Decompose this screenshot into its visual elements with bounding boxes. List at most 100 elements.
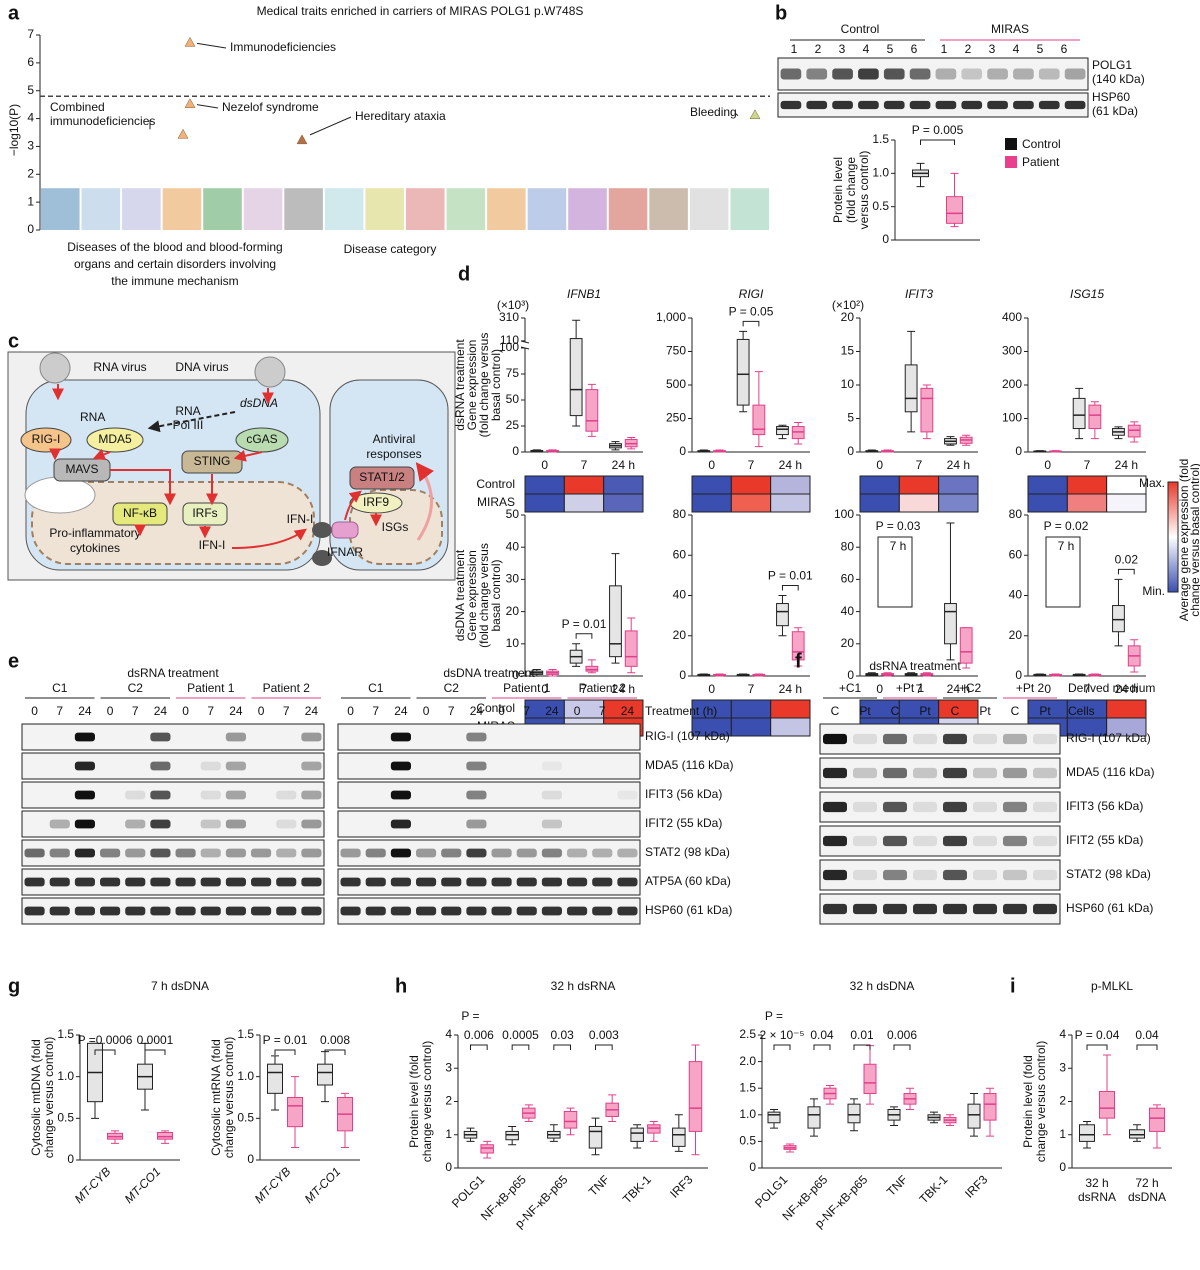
- ifnar: [312, 550, 332, 566]
- p-value: P = 0.05: [729, 305, 774, 319]
- node-label: cGAS: [246, 432, 277, 446]
- band: [251, 877, 272, 887]
- p-bracket: [1086, 1044, 1108, 1050]
- heat-cell: [1106, 699, 1147, 719]
- heat-cell: [603, 475, 644, 495]
- gene-label: IFIT3: [905, 287, 933, 301]
- y-axis-label: (fold change versus: [477, 543, 491, 648]
- arrow: [233, 449, 263, 462]
- band: [943, 801, 967, 813]
- band: [883, 100, 905, 110]
- x-tick-label: IRF3: [962, 1172, 991, 1201]
- band: [541, 761, 562, 771]
- band: [390, 848, 411, 858]
- band: [567, 906, 588, 916]
- band: [592, 848, 613, 858]
- band: [24, 906, 45, 916]
- band: [365, 877, 386, 887]
- heat-cell: [730, 699, 772, 719]
- p-bracket: [94, 1049, 116, 1055]
- band: [806, 100, 828, 110]
- y-tick-label: 50: [506, 392, 520, 406]
- group-label: Control: [841, 22, 880, 36]
- x-tick-label: 24 h: [947, 458, 970, 472]
- y-tick-label: 30: [506, 572, 520, 586]
- band: [567, 848, 588, 858]
- heat-cell: [770, 475, 811, 495]
- heat-cell: [1027, 475, 1068, 495]
- band: [301, 848, 322, 858]
- x-tick-label: 7: [748, 682, 755, 696]
- heat-cell: [938, 493, 979, 513]
- y-tick-label: 250: [666, 411, 686, 425]
- blot-label: POLG1: [1092, 58, 1132, 72]
- inset-label: 7 h: [890, 539, 907, 553]
- y-axis-label: change versus control): [42, 1037, 56, 1158]
- blot: [819, 859, 1061, 891]
- arrow: [344, 490, 362, 521]
- band: [225, 732, 246, 742]
- group-label: C1: [368, 681, 384, 695]
- group-label: Patient 2: [263, 681, 311, 695]
- inset-label: 7 h: [1058, 539, 1075, 553]
- p-bracket: [274, 1049, 296, 1055]
- y-tick-label: 0: [679, 668, 686, 682]
- y-tick-label: 0: [847, 668, 854, 682]
- box: [959, 627, 973, 664]
- band: [225, 819, 246, 829]
- arrow: [231, 528, 307, 549]
- legend-label: Patient: [1022, 155, 1060, 169]
- band: [301, 906, 322, 916]
- blot: [21, 752, 325, 780]
- blot: [777, 57, 1089, 91]
- group-label: +Pt 1: [896, 681, 925, 695]
- band: [390, 732, 411, 742]
- gene-label: IFNB1: [567, 287, 601, 301]
- category-strip: [730, 188, 769, 230]
- point: [184, 36, 196, 47]
- category-strip: [243, 188, 283, 230]
- y-tick-label: 0: [847, 444, 854, 458]
- note: Diseases of the blood and blood-forming: [67, 240, 282, 254]
- band: [973, 733, 997, 745]
- band: [390, 819, 411, 829]
- y-tick-label: 4: [445, 1027, 452, 1041]
- lane-label: 7: [448, 704, 455, 718]
- band: [301, 732, 322, 742]
- band: [416, 848, 437, 858]
- x-tick-label: MT-CYB: [252, 1164, 294, 1206]
- band: [1033, 835, 1057, 847]
- band: [1003, 835, 1027, 847]
- band: [150, 906, 171, 916]
- y-tick-label: 15: [841, 344, 855, 358]
- band: [935, 68, 957, 80]
- x-tick-label: 24 h: [612, 458, 635, 472]
- box: [569, 338, 583, 417]
- box: [736, 338, 750, 406]
- x-tick-label: MT-CO1: [302, 1164, 344, 1206]
- node-label: IRFs: [192, 506, 217, 520]
- p-bracket: [575, 633, 593, 639]
- multiplier: (×10²): [832, 298, 864, 312]
- y-tick-label: 40: [506, 539, 520, 553]
- band: [961, 100, 983, 110]
- lane-label: Pt: [859, 704, 871, 718]
- x-tick-label: 24 h: [1115, 458, 1138, 472]
- band: [225, 906, 246, 916]
- category-strip: [81, 188, 121, 230]
- y-tick-label: 20: [1009, 628, 1023, 642]
- y-tick-label: 2: [1059, 1094, 1066, 1108]
- band: [49, 819, 70, 829]
- band: [943, 767, 967, 779]
- box: [585, 389, 599, 432]
- node-label: DNA virus: [175, 360, 228, 374]
- x-tick-label: dsRNA: [1078, 1190, 1116, 1204]
- y-axis-label: dsDNA treatment: [453, 549, 467, 641]
- band: [1033, 903, 1057, 915]
- y-axis-label: dsRNA treatment: [453, 339, 467, 431]
- band: [973, 801, 997, 813]
- band: [516, 906, 537, 916]
- band: [150, 761, 171, 771]
- y-tick-label: 60: [841, 572, 855, 586]
- p-bracket: [1136, 1044, 1158, 1050]
